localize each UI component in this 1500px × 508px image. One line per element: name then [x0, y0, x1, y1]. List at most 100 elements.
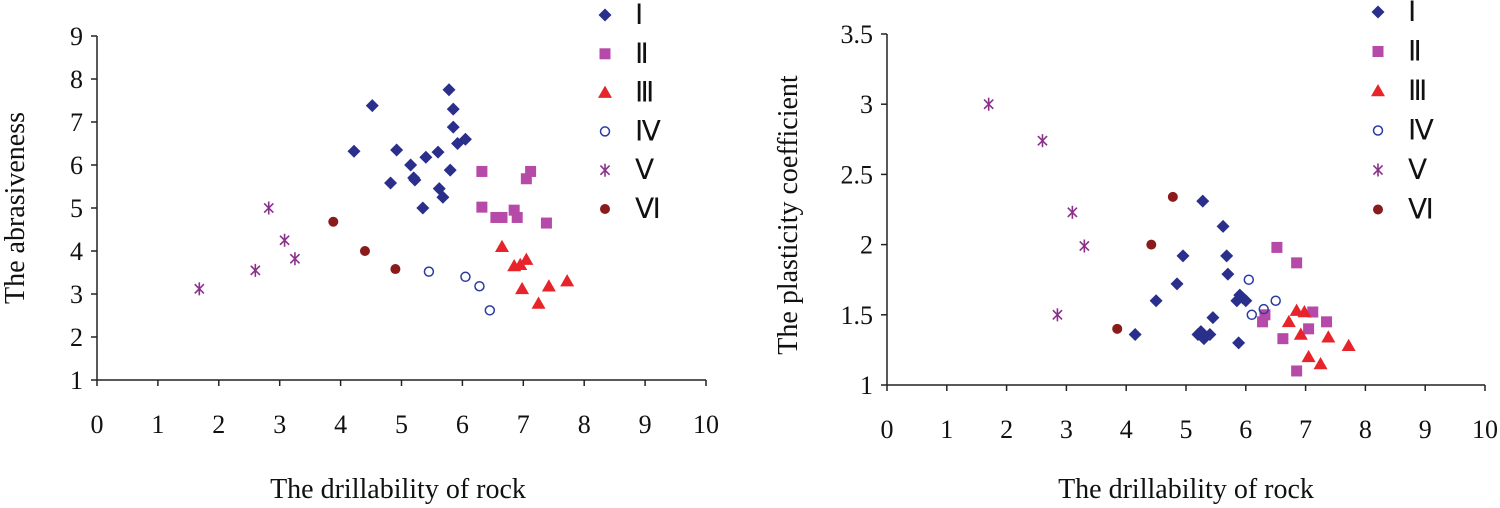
data-point-series-1 [442, 83, 456, 97]
data-point-series-1 [1176, 249, 1190, 263]
data-point-series-3 [1281, 314, 1296, 328]
legend-marker-series-1 [1371, 5, 1385, 19]
data-point-series-1 [1206, 311, 1220, 325]
markers [983, 97, 1356, 377]
data-point-series-1 [443, 163, 457, 177]
data-point-series-1 [1216, 219, 1230, 233]
data-point-series-4 [460, 271, 471, 283]
data-point-series-4 [484, 305, 496, 316]
plot-area [886, 34, 1485, 386]
legend: Ⅰ Ⅱ Ⅲ Ⅳ Ⅴ Ⅵ [598, 0, 661, 225]
data-point-series-2 [511, 211, 523, 223]
data-point-series-1 [408, 173, 422, 187]
data-point-series-1 [1203, 327, 1217, 341]
data-point-series-4 [474, 281, 485, 292]
y-ticks: 1 1.5 2 2.5 3 3.5 [841, 20, 887, 400]
data-point-series-2 [520, 173, 532, 185]
legend-label-series-6: Ⅵ [635, 194, 661, 225]
x-tick-label: 3 [1060, 415, 1073, 444]
x-tick-label: 1 [940, 415, 953, 444]
y-tick-label: 6 [70, 151, 83, 180]
x-tick-label: 5 [1180, 415, 1193, 444]
data-point-series-1 [1232, 336, 1246, 350]
x-ticks: 0 1 2 3 4 5 6 7 8 9 10 [91, 380, 719, 439]
data-point-series-3 [560, 274, 575, 287]
data-point-series-2 [1259, 309, 1271, 321]
y-axis-title: The abrasiveness [0, 112, 31, 304]
data-point-series-2 [1271, 241, 1283, 253]
x-tick-label: 0 [881, 415, 894, 444]
legend-marker-series-1 [598, 8, 612, 22]
data-point-series-1 [384, 176, 398, 190]
data-point-series-1 [1220, 249, 1234, 263]
legend-label-series-4: Ⅳ [635, 116, 661, 147]
x-tick-label: 7 [517, 410, 530, 439]
legend-marker-series-5 [599, 163, 611, 177]
x-axis-title: The drillability of rock [1058, 474, 1314, 505]
data-point-series-2 [476, 201, 488, 213]
legend-marker-series-4 [1372, 125, 1384, 136]
x-tick-label: 4 [1120, 415, 1133, 444]
data-point-series-1 [1128, 327, 1142, 341]
data-point-series-2 [1277, 333, 1289, 345]
y-tick-label: 1 [860, 371, 873, 400]
legend-label-series-6: Ⅵ [1408, 195, 1434, 226]
data-point-series-6 [1112, 323, 1123, 334]
y-axis-title: The plasticity coefficient [773, 75, 804, 355]
data-point-series-2 [1291, 365, 1303, 377]
x-ticks: 0 1 2 3 4 5 6 7 8 9 10 [881, 385, 1498, 444]
data-point-series-4 [1243, 274, 1255, 285]
x-tick-label: 9 [639, 410, 652, 439]
data-point-series-6 [359, 246, 370, 256]
data-point-series-1 [436, 190, 450, 204]
x-tick-label: 10 [1472, 415, 1498, 444]
data-point-series-1 [446, 102, 460, 116]
data-point-series-5 [194, 282, 205, 296]
data-point-series-1 [1196, 194, 1210, 208]
x-tick-label: 8 [1359, 415, 1372, 444]
y-tick-label: 1 [70, 366, 83, 395]
legend-label-series-4: Ⅳ [1408, 116, 1434, 147]
x-tick-label: 1 [151, 410, 164, 439]
legend-label-series-1: Ⅰ [635, 0, 643, 31]
y-tick-label: 3 [70, 280, 83, 309]
data-point-series-4 [1270, 295, 1281, 307]
data-point-series-2 [525, 165, 537, 177]
y-tick-label: 4 [70, 237, 83, 266]
data-point-series-1 [365, 99, 379, 113]
legend-marker-series-3 [598, 85, 612, 98]
data-point-series-6 [1146, 239, 1157, 250]
data-point-series-5 [263, 201, 274, 215]
data-point-series-1 [1221, 267, 1235, 281]
data-point-series-3 [1313, 356, 1328, 370]
data-point-series-5 [1052, 308, 1063, 322]
data-point-series-1 [1239, 294, 1253, 308]
legend-marker-series-3 [1371, 84, 1385, 97]
data-point-series-3 [1297, 304, 1312, 318]
x-tick-label: 3 [273, 410, 286, 439]
data-point-series-1 [390, 143, 404, 157]
data-point-series-2 [1303, 323, 1315, 335]
y-ticks: 1 2 3 4 5 6 7 8 9 [70, 22, 97, 395]
data-point-series-6 [390, 264, 401, 275]
data-point-series-2 [540, 217, 552, 229]
y-tick-label: 2 [860, 231, 873, 260]
legend-label-series-2: Ⅱ [1408, 37, 1422, 68]
y-tick-label: 3.5 [841, 20, 874, 49]
y-tick-label: 9 [70, 22, 83, 51]
data-point-series-5 [983, 97, 994, 111]
data-point-series-1 [1149, 294, 1163, 308]
legend-marker-series-2 [1372, 46, 1384, 57]
x-tick-label: 6 [1239, 415, 1252, 444]
data-point-series-5 [279, 233, 290, 247]
y-tick-label: 7 [70, 108, 83, 137]
y-tick-label: 8 [70, 65, 83, 94]
x-tick-label: 2 [1000, 415, 1013, 444]
data-point-series-2 [1291, 257, 1303, 269]
data-point-series-3 [1293, 327, 1308, 340]
x-tick-label: 2 [212, 410, 225, 439]
data-point-series-4 [1246, 309, 1258, 321]
y-tick-label: 2 [70, 323, 83, 352]
legend-label-series-2: Ⅱ [635, 39, 649, 70]
